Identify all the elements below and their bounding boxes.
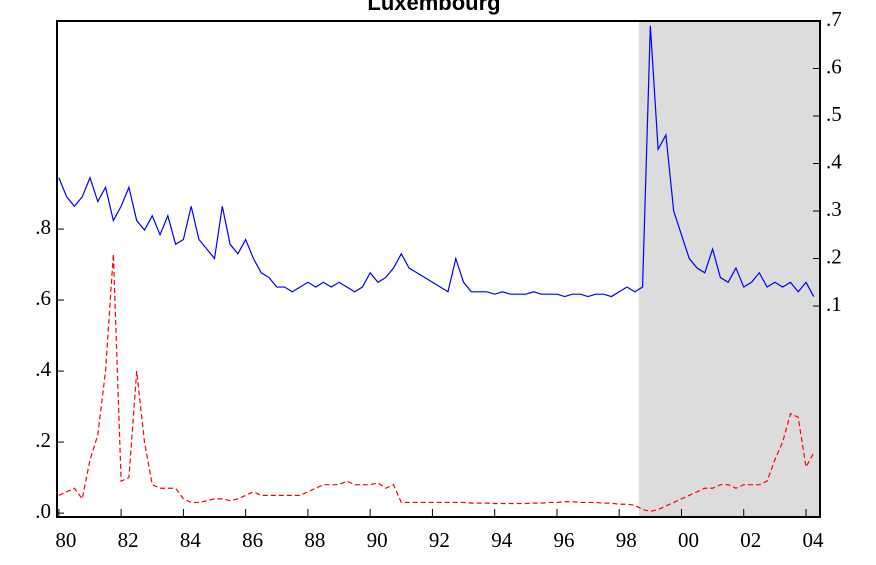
- x-tick-label: 86: [242, 528, 263, 552]
- y2-tick-label: .2: [826, 244, 842, 268]
- y-tick-label: .2: [35, 428, 51, 452]
- x-tick-label: 82: [118, 528, 139, 552]
- x-tick-label: 80: [55, 528, 76, 552]
- y2-tick-label: .1: [826, 292, 842, 316]
- y-tick-label: .4: [35, 357, 51, 381]
- x-tick-label: 94: [491, 528, 513, 552]
- x-tick-label: 02: [740, 528, 761, 552]
- y2-tick-label: .4: [826, 149, 842, 173]
- x-tick-label: 98: [616, 528, 637, 552]
- x-tick-label: 00: [678, 528, 699, 552]
- x-tick-label: 88: [304, 528, 325, 552]
- y2-tick-label: .5: [826, 102, 842, 126]
- y2-tick-label: .7: [826, 7, 842, 31]
- y-tick-label: .8: [35, 215, 51, 239]
- series-line: [58, 253, 815, 512]
- chart-title: Luxembourg: [367, 0, 500, 15]
- y-tick-label: .0: [35, 499, 51, 523]
- series-line: [58, 25, 815, 298]
- y2-tick-label: .3: [826, 197, 842, 221]
- shaded-region: [638, 21, 820, 517]
- y2-tick-label: .6: [826, 54, 842, 78]
- x-tick-label: 92: [429, 528, 450, 552]
- y-tick-label: .6: [35, 286, 51, 310]
- x-tick-label: 96: [553, 528, 574, 552]
- plot-frame: [56, 20, 821, 518]
- x-tick-label: 90: [367, 528, 388, 552]
- x-tick-label: 04: [802, 528, 824, 552]
- x-tick-label: 84: [180, 528, 202, 552]
